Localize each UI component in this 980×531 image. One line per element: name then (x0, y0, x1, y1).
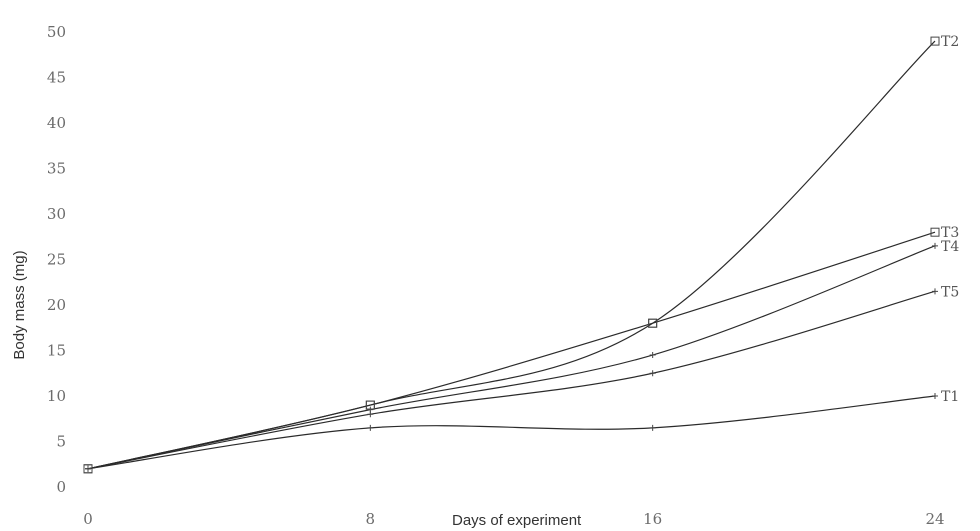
marker-t3 (930, 227, 940, 237)
marker-t5 (649, 370, 656, 377)
series-lines (87, 40, 936, 470)
x-tick-label: 16 (643, 510, 662, 528)
marker-t1 (367, 424, 374, 431)
series-label-t5: T5 (941, 284, 959, 300)
series-label-t2: T2 (941, 34, 959, 50)
y-tick-label: 40 (47, 114, 66, 132)
y-tick-label: 10 (47, 387, 66, 405)
x-tick-label: 8 (366, 510, 376, 528)
series-line-t4 (87, 245, 936, 470)
series-line-t3 (87, 231, 936, 470)
x-tick-label: 0 (83, 510, 93, 528)
x-tick-labels: 0 8 16 24 (83, 510, 944, 528)
marker-t5 (367, 411, 374, 418)
y-tick-label: 5 (56, 433, 66, 451)
y-tick-labels: 0 5 10 15 20 25 30 35 40 45 50 (47, 23, 66, 496)
marker-t5 (85, 465, 91, 472)
marker-t5 (932, 288, 938, 295)
data-markers (83, 36, 940, 474)
y-tick-label: 30 (47, 205, 66, 223)
y-tick-label: 15 (47, 342, 66, 360)
marker-t3 (648, 318, 658, 328)
series-line-t2 (87, 40, 936, 470)
y-tick-label: 45 (47, 69, 66, 87)
series-label-t3: T3 (941, 225, 959, 241)
y-tick-label: 0 (56, 478, 66, 496)
x-axis-title: Days of experiment (452, 512, 582, 529)
marker-t1 (932, 393, 938, 399)
marker-t3 (83, 464, 93, 474)
y-tick-label: 35 (47, 160, 66, 178)
y-tick-label: 50 (47, 23, 66, 41)
series-line-t1 (87, 395, 936, 470)
marker-t2 (930, 36, 940, 46)
x-tick-label: 24 (925, 510, 944, 528)
y-tick-label: 25 (47, 251, 66, 269)
y-tick-label: 20 (47, 296, 66, 314)
series-label-t4: T4 (941, 239, 959, 255)
marker-t4 (649, 352, 656, 359)
series-line-t5 (87, 290, 936, 470)
marker-t4 (932, 242, 938, 249)
series-label-t1: T1 (941, 389, 959, 405)
marker-t1 (649, 424, 656, 431)
y-axis-title: Body mass (mg) (11, 250, 28, 359)
